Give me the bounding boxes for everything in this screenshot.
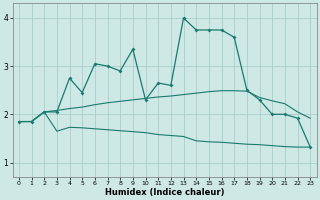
X-axis label: Humidex (Indice chaleur): Humidex (Indice chaleur) bbox=[105, 188, 224, 197]
